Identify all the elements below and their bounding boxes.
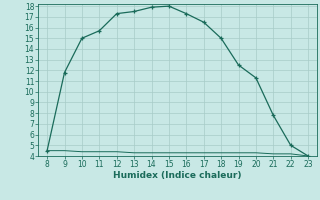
X-axis label: Humidex (Indice chaleur): Humidex (Indice chaleur)	[113, 171, 242, 180]
